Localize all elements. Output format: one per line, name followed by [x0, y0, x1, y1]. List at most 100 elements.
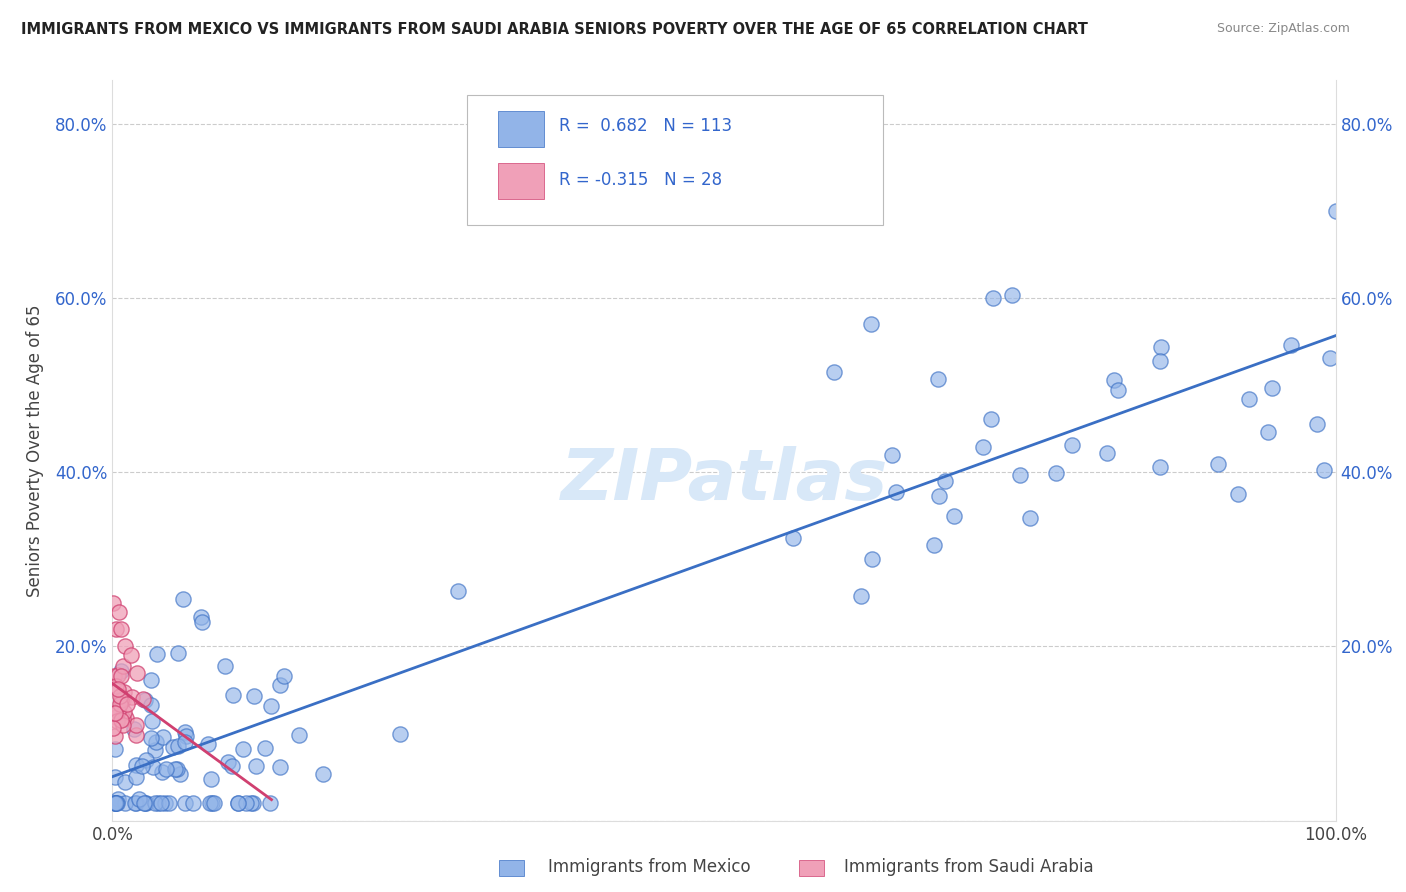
Point [567, 186, 589, 201]
Point [104, 706, 127, 720]
Point [174, 796, 197, 810]
Point [162, 740, 184, 755]
Point [1107, 383, 1129, 397]
Point [1095, 446, 1118, 460]
Point [104, 622, 127, 636]
Point [110, 693, 132, 707]
Point [124, 796, 146, 810]
Point [105, 796, 128, 810]
FancyBboxPatch shape [498, 163, 544, 199]
Point [114, 640, 136, 654]
Point [823, 365, 845, 379]
Point [922, 537, 945, 551]
Point [1313, 463, 1336, 477]
Point [242, 796, 264, 810]
Point [146, 796, 169, 810]
Point [114, 796, 136, 810]
Point [927, 372, 949, 386]
Point [1306, 417, 1329, 431]
Point [131, 759, 153, 773]
Point [190, 615, 212, 629]
Point [157, 796, 180, 810]
Point [1045, 466, 1067, 480]
Text: R = -0.315   N = 28: R = -0.315 N = 28 [560, 171, 723, 189]
Point [201, 796, 224, 810]
Point [135, 753, 157, 767]
Point [235, 796, 257, 810]
Point [114, 711, 136, 725]
Y-axis label: Seniors Poverty Over the Age of 65: Seniors Poverty Over the Age of 65 [25, 304, 44, 597]
Point [115, 697, 138, 711]
Point [128, 792, 150, 806]
Point [1279, 338, 1302, 352]
Point [934, 474, 956, 488]
Point [104, 729, 127, 743]
Point [134, 796, 156, 810]
Point [269, 760, 291, 774]
Point [150, 796, 173, 810]
Point [114, 775, 136, 789]
Point [860, 552, 883, 566]
Point [1260, 381, 1282, 395]
Text: ZIPatlas: ZIPatlas [561, 446, 887, 515]
Point [169, 766, 191, 780]
Point [105, 679, 128, 693]
Point [200, 796, 222, 810]
Point [134, 796, 156, 810]
Point [259, 796, 281, 810]
Text: R =  0.682   N = 113: R = 0.682 N = 113 [560, 117, 733, 136]
Point [181, 796, 204, 810]
Point [242, 689, 264, 703]
Point [101, 596, 124, 610]
Point [104, 770, 127, 784]
Point [139, 698, 162, 712]
Point [859, 317, 882, 331]
Point [120, 648, 142, 662]
Point [197, 737, 219, 751]
Point [260, 698, 283, 713]
Point [167, 646, 190, 660]
Point [928, 489, 950, 503]
Point [121, 690, 143, 705]
Point [288, 728, 311, 742]
FancyBboxPatch shape [467, 95, 883, 225]
Point [981, 291, 1004, 305]
Point [1019, 510, 1042, 524]
Point [143, 796, 166, 810]
Point [107, 792, 129, 806]
Point [200, 772, 222, 786]
Point [108, 698, 131, 712]
Point [312, 767, 335, 781]
FancyBboxPatch shape [498, 112, 544, 147]
Point [245, 759, 267, 773]
Point [217, 756, 239, 770]
Point [125, 796, 148, 810]
Point [782, 531, 804, 545]
Point [972, 440, 994, 454]
Point [1206, 457, 1229, 471]
Point [107, 681, 129, 696]
Point [125, 718, 148, 732]
Point [226, 796, 249, 810]
Point [110, 713, 132, 727]
Text: Immigrants from Mexico: Immigrants from Mexico [548, 858, 751, 876]
Point [1149, 353, 1171, 368]
Point [135, 796, 157, 810]
Point [112, 712, 135, 726]
Point [1150, 339, 1173, 353]
Point [105, 796, 128, 810]
Point [142, 760, 165, 774]
Text: IMMIGRANTS FROM MEXICO VS IMMIGRANTS FROM SAUDI ARABIA SENIORS POVERTY OVER THE : IMMIGRANTS FROM MEXICO VS IMMIGRANTS FRO… [21, 22, 1088, 37]
Text: Source: ZipAtlas.com: Source: ZipAtlas.com [1216, 22, 1350, 36]
Point [174, 735, 197, 749]
Point [125, 728, 148, 742]
Point [253, 740, 276, 755]
Point [112, 705, 135, 719]
Point [105, 710, 128, 724]
Text: Immigrants from Saudi Arabia: Immigrants from Saudi Arabia [844, 858, 1094, 876]
Point [943, 509, 966, 524]
Point [163, 763, 186, 777]
Point [240, 796, 263, 810]
Point [1237, 392, 1260, 406]
Point [269, 677, 291, 691]
